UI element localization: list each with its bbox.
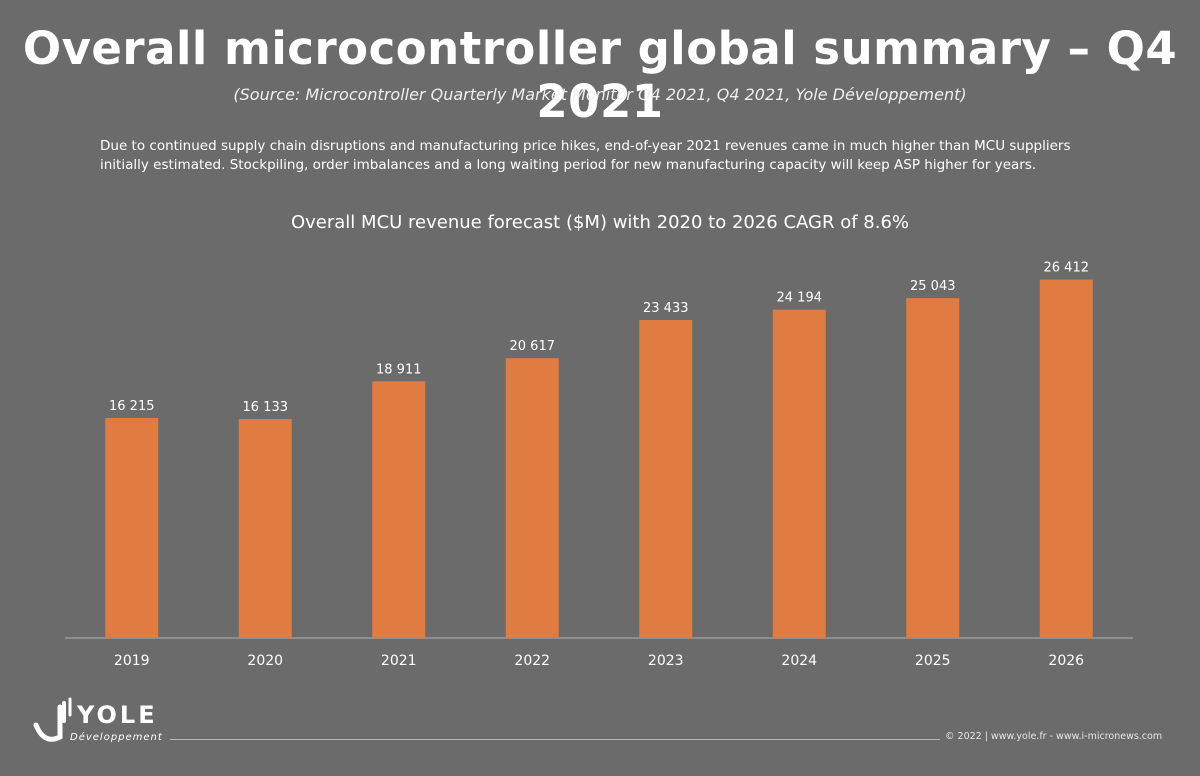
x-tick-label-2024: 2024 — [781, 653, 817, 669]
bar-2024 — [772, 309, 826, 638]
bar-2020 — [238, 419, 292, 638]
chart-title: Overall MCU revenue forecast ($M) with 2… — [290, 212, 910, 233]
page-title: Overall microcontroller global summary –… — [22, 22, 1178, 128]
bar-2025 — [906, 298, 960, 638]
footer-divider — [170, 739, 940, 740]
x-tick-label-2022: 2022 — [514, 653, 550, 669]
data-label-2023: 23 433 — [643, 301, 689, 316]
yole-logo: YOLE Développement — [30, 695, 170, 755]
footer-copyright: © 2022 | www.yole.fr - www.i-micronews.c… — [945, 731, 1163, 742]
bar-2023 — [639, 319, 693, 638]
x-tick-label-2025: 2025 — [915, 653, 951, 669]
logo-name: YOLE — [77, 701, 158, 729]
data-label-2021: 18 911 — [376, 362, 422, 377]
x-tick-label-2020: 2020 — [247, 653, 283, 669]
data-label-2019: 16 215 — [109, 399, 155, 414]
data-label-2022: 20 617 — [510, 339, 556, 354]
bar-2022 — [505, 358, 559, 638]
bar-2021 — [372, 381, 426, 638]
data-label-2020: 16 133 — [243, 400, 289, 415]
yole-logo-icon — [33, 697, 72, 742]
bar-2019 — [105, 417, 159, 638]
data-label-2026: 26 412 — [1044, 261, 1090, 276]
data-label-2024: 24 194 — [777, 291, 823, 306]
x-tick-label-2021: 2021 — [381, 653, 417, 669]
bar-2026 — [1039, 279, 1093, 638]
bar-chart: 16 215 2019 16 133 2020 18 911 2021 20 617 2022… — [65, 261, 1133, 669]
x-tick-label-2023: 2023 — [648, 653, 684, 669]
logo-subtitle: Développement — [70, 732, 163, 743]
description-text: Due to continued supply chain disruption… — [100, 138, 1071, 173]
source-note: (Source: Microcontroller Quarterly Marke… — [233, 85, 967, 104]
x-tick-label-2026: 2026 — [1048, 653, 1084, 669]
data-label-2025: 25 043 — [910, 279, 956, 294]
x-tick-label-2019: 2019 — [114, 653, 150, 669]
